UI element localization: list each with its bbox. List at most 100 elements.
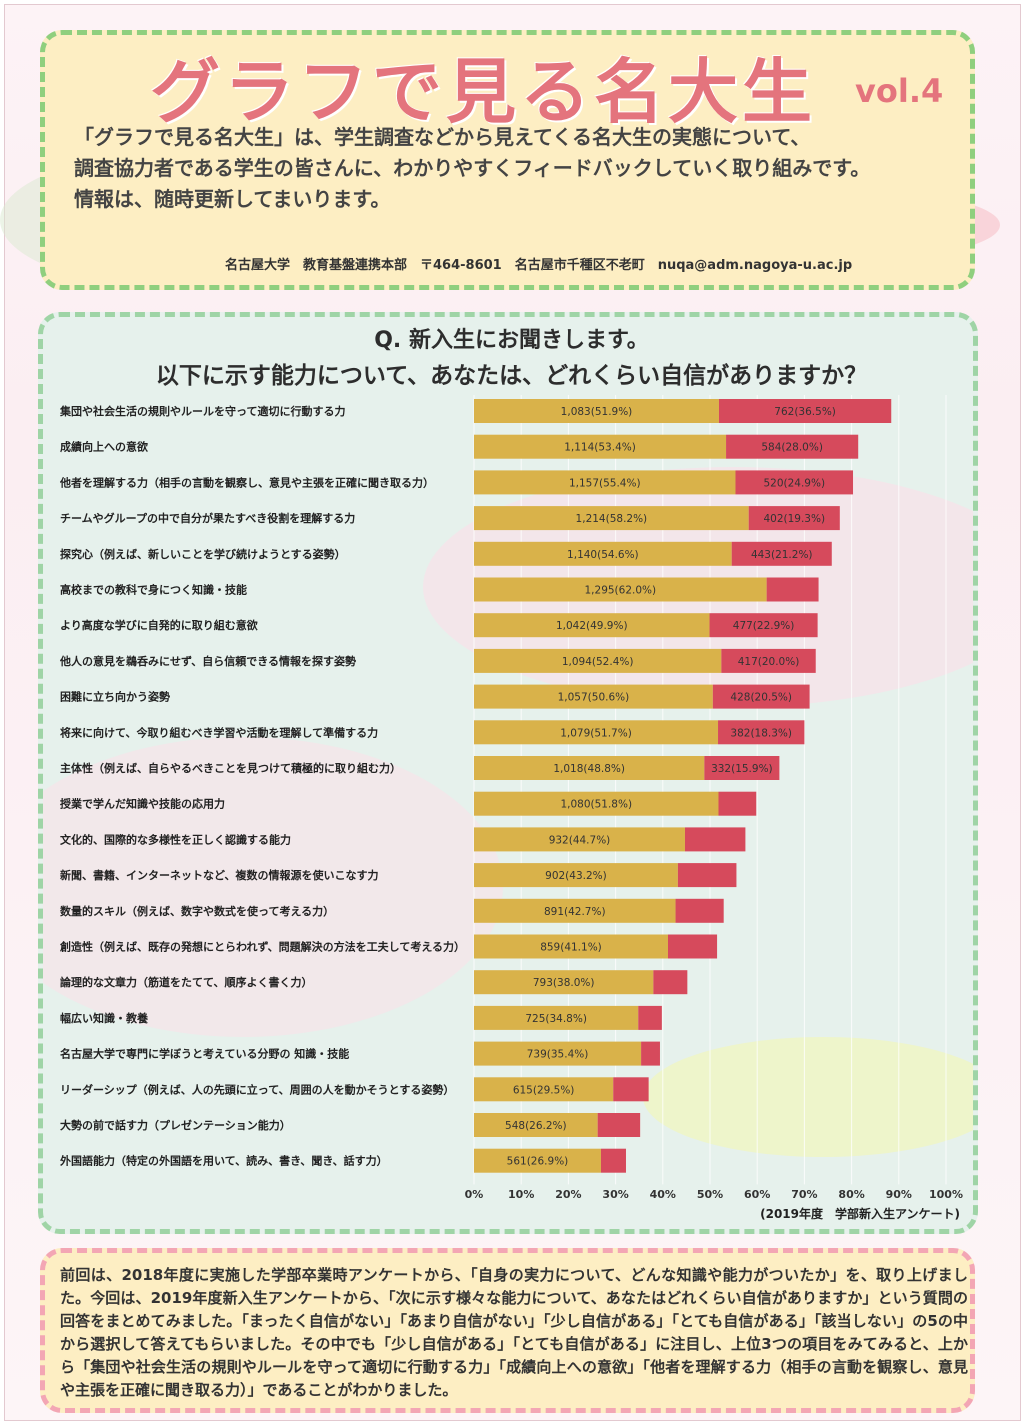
bar-very-confident (731, 541, 832, 566)
data-label: 1,083(51.9%) (561, 406, 633, 418)
bar-very-confident (735, 470, 854, 495)
data-label: 1,018(48.8%) (553, 763, 625, 775)
category-label: 探究心（例えば、新しいことを学び続けようとする姿勢） (60, 547, 346, 561)
bar-some-confident (474, 648, 722, 673)
data-label: 332(15.9%) (711, 763, 773, 775)
bar-some-confident (474, 1041, 642, 1066)
bar-some-confident (474, 434, 727, 459)
category-label: 授業で学んだ知識や技能の応用力 (60, 797, 225, 811)
path-decoration (43, 737, 503, 1037)
category-label: 名古屋大学で専門に学ぼうと考えている分野の 知識・技能 (60, 1047, 349, 1061)
bar-some-confident (474, 898, 676, 923)
data-label: 932(44.7%) (549, 834, 611, 846)
bar-very-confident (613, 1077, 649, 1102)
x-tick-label: 40% (650, 1188, 676, 1201)
intro-text: 「グラフで見る名大生」は、学生調査などから見えてくる名大生の実態について、 調査… (74, 122, 964, 215)
data-label: 1,094(52.4%) (562, 656, 634, 668)
data-label: 1,140(54.6%) (567, 549, 639, 561)
category-label: 幅広い知識・教養 (60, 1011, 148, 1025)
data-label: 428(20.5%) (730, 692, 792, 704)
bar-some-confident (474, 1005, 639, 1030)
data-label: 1,080(51.8%) (560, 799, 632, 811)
data-label: 477(22.9%) (733, 620, 795, 632)
bar-some-confident (474, 720, 719, 745)
data-label: 725(34.8%) (525, 1013, 587, 1025)
bar-very-confident (641, 1041, 660, 1066)
category-label: より高度な学びに自発的に取り組む意欲 (60, 618, 258, 632)
bar-some-confident (474, 827, 685, 852)
data-label: 1,295(62.0%) (585, 585, 657, 597)
category-label: 成績向上への意欲 (60, 440, 148, 454)
data-label: 561(26.9%) (507, 1156, 569, 1168)
x-tick-label: 70% (791, 1188, 817, 1201)
page-title: グラフで見る名大生 (150, 51, 816, 133)
category-label: 数量的スキル（例えば、数字や数式を使って考える力） (60, 904, 334, 918)
data-label: 739(35.4%) (527, 1049, 589, 1061)
data-label: 1,114(53.4%) (564, 442, 636, 454)
bar-very-confident (726, 434, 859, 459)
category-label: 主体性（例えば、自らやるべきことを見つけて積極的に取り組む力） (60, 761, 401, 775)
category-label: 高校までの教科で身につく知識・技能 (60, 583, 247, 597)
bar-some-confident (474, 863, 678, 888)
source-note: (2019年度 学部新入生アンケート) (760, 1206, 960, 1221)
bar-very-confident (721, 648, 816, 673)
intro-line: 調査協力者である学生の皆さんに、わかりやすくフィードバックしていく取り組みです。 (74, 156, 871, 180)
bar-some-confident (474, 506, 749, 531)
question-line-1: Q. 新入生にお聞きします。 (374, 328, 649, 353)
bar-some-confident (474, 577, 767, 602)
data-label: 417(20.0%) (738, 656, 800, 668)
bar-some-confident (474, 684, 713, 709)
bar-very-confident (704, 756, 780, 780)
bar-some-confident (474, 1113, 598, 1137)
bar-very-confident (712, 684, 810, 709)
x-tick-label: 20% (555, 1188, 581, 1201)
bar-some-confident (474, 541, 732, 566)
category-label: リーダーシップ（例えば、人の先頭に立って、周囲の人を動かそうとする姿勢） (60, 1082, 454, 1096)
bar-very-confident (600, 1148, 626, 1173)
bar-very-confident (718, 720, 805, 745)
category-label: チームやグループの中で自分が果たすべき役割を理解する力 (60, 511, 355, 525)
bar-very-confident (748, 506, 840, 531)
category-label: 大勢の前で話す力（プレゼンテーション能力） (60, 1118, 291, 1132)
data-label: 1,057(50.6%) (558, 692, 630, 704)
lawn-decoration (643, 1037, 973, 1157)
bar-some-confident (474, 970, 654, 995)
data-label: 859(41.1%) (540, 942, 602, 954)
data-label: 382(18.3%) (730, 727, 792, 739)
bar-some-confident (474, 1077, 614, 1102)
x-tick-label: 30% (602, 1188, 628, 1201)
bar-very-confident (709, 613, 818, 638)
bar-some-confident (474, 613, 710, 638)
bar-very-confident (653, 970, 688, 995)
data-label: 1,079(51.7%) (560, 727, 632, 739)
x-tick-label: 90% (886, 1188, 912, 1201)
data-label: 1,214(58.2%) (576, 513, 648, 525)
bar-some-confident (474, 1148, 601, 1173)
header-panel (40, 30, 975, 290)
data-label: 1,042(49.9%) (556, 620, 628, 632)
category-label: 困難に立ち向かう姿勢 (60, 690, 170, 704)
data-label: 548(26.2%) (505, 1120, 567, 1132)
bar-very-confident (718, 791, 757, 816)
x-tick-label: 60% (744, 1188, 770, 1201)
bar-very-confident (638, 1005, 662, 1030)
bar-very-confident (684, 827, 746, 852)
category-label: 論理的な文章力（筋道をたてて、順序よく書く力） (60, 975, 312, 989)
category-label: 外国語能力（特定の外国語を用いて、読み、書き、聞き、話す力） (59, 1154, 388, 1168)
bar-some-confident (474, 756, 705, 780)
bar-very-confident (677, 863, 737, 888)
bar-very-confident (718, 399, 892, 423)
data-label: 520(24.9%) (763, 477, 825, 489)
data-label: 615(29.5%) (513, 1084, 575, 1096)
volume-label: vol.4 (855, 72, 944, 110)
footer-panel (40, 1248, 975, 1413)
category-label: 新聞、書籍、インターネットなど、複数の情報源を使いこなす力 (60, 868, 378, 882)
contact-info: 名古屋大学 教育基盤連携本部 〒464-8601 名古屋市千種区不老町 nuqa… (225, 258, 853, 273)
data-label: 402(19.3%) (763, 513, 825, 525)
x-tick-label: 10% (508, 1188, 534, 1201)
data-label: 584(28.0%) (761, 442, 823, 454)
x-tick-label: 50% (697, 1188, 723, 1201)
x-tick-label: 80% (838, 1188, 864, 1201)
x-tick-label: 0% (465, 1188, 484, 1201)
data-label: 443(21.2%) (751, 549, 813, 561)
